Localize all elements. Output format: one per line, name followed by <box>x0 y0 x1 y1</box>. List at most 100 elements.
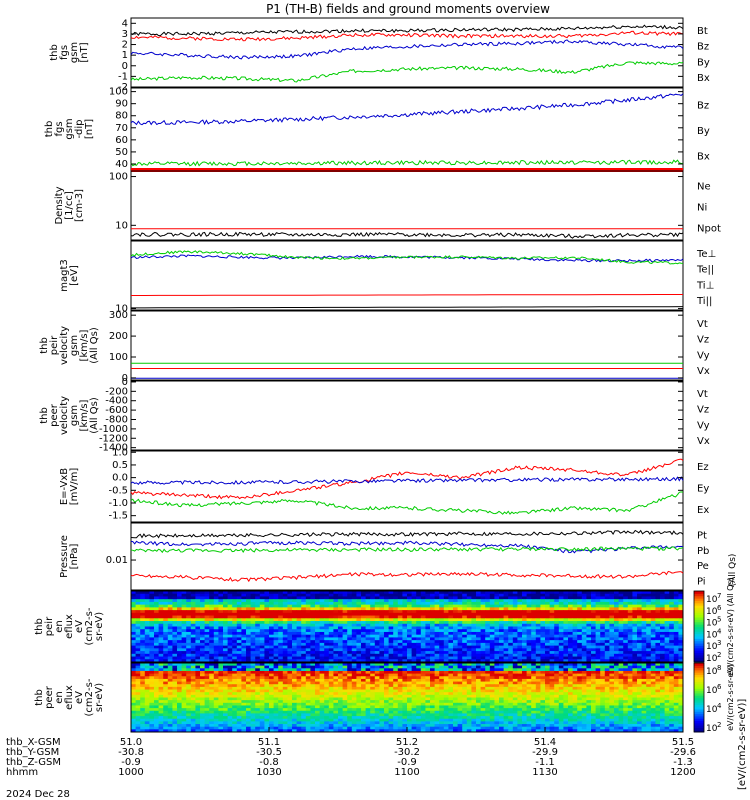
heatmap-cell <box>402 670 408 675</box>
heatmap-cell <box>632 591 638 595</box>
heatmap-cell <box>623 694 629 698</box>
heatmap-cell <box>167 684 173 688</box>
heatmap-cell <box>365 610 371 614</box>
heatmap-cell <box>531 684 537 688</box>
heatmap-cell <box>264 673 270 677</box>
heatmap-cell <box>623 612 629 616</box>
heatmap-cell <box>305 697 311 701</box>
heatmap-cell <box>641 659 647 663</box>
heatmap-cell <box>232 681 238 685</box>
heatmap-cell <box>351 601 357 606</box>
heatmap-cell <box>416 621 422 625</box>
heatmap-cell <box>158 668 164 672</box>
heatmap-cell <box>310 612 316 616</box>
heatmap-cell <box>425 610 431 614</box>
heatmap-cell <box>204 648 210 652</box>
heatmap-cell <box>503 689 509 693</box>
heatmap-cell <box>397 651 403 655</box>
heatmap-cell <box>384 612 389 616</box>
heatmap-cell <box>282 694 288 698</box>
heatmap-cell <box>232 640 238 644</box>
heatmap-cell <box>563 648 569 652</box>
heatmap-cell <box>563 668 569 672</box>
heatmap-cell <box>167 623 173 627</box>
heatmap-cell <box>407 640 412 644</box>
heatmap-cell <box>250 601 256 606</box>
heatmap-cell <box>319 684 325 688</box>
heatmap-cell <box>324 694 330 698</box>
heatmap-cell <box>154 591 159 595</box>
heatmap-cell <box>558 593 564 597</box>
heatmap-cell <box>453 678 458 682</box>
heatmap-cell <box>374 651 380 655</box>
heatmap-cell <box>434 694 440 698</box>
heatmap-cell <box>494 637 500 641</box>
heatmap-cell <box>241 692 247 696</box>
heatmap-cell <box>149 596 155 600</box>
heatmap-cell <box>292 648 297 652</box>
heatmap-cell <box>379 623 385 627</box>
heatmap-cell <box>466 673 472 677</box>
heatmap-cell <box>549 665 555 669</box>
heatmap-cell <box>149 678 155 682</box>
heatmap-cell <box>434 659 440 663</box>
heatmap-cell <box>347 596 353 600</box>
heatmap-cell <box>517 591 523 595</box>
heatmap-cell <box>241 621 247 625</box>
heatmap-cell <box>338 626 343 630</box>
heatmap-cell <box>545 626 550 630</box>
heatmap-cell <box>604 663 610 667</box>
heatmap-cell <box>342 623 348 627</box>
heatmap-cell <box>416 618 422 622</box>
heatmap-cell <box>402 676 408 680</box>
heatmap-cell <box>535 684 541 688</box>
heatmap-cell <box>407 645 412 649</box>
heatmap-cell <box>273 618 279 622</box>
heatmap-cell <box>572 642 578 647</box>
heatmap-cell <box>581 694 587 698</box>
heatmap-cell <box>407 642 412 647</box>
heatmap-cell <box>554 621 560 625</box>
heatmap-cell <box>614 637 619 641</box>
heatmap-cell <box>508 621 514 625</box>
heatmap-cell <box>177 678 182 682</box>
heatmap-cell <box>618 640 624 644</box>
heatmap-cell <box>453 659 458 663</box>
heatmap-cell <box>333 651 339 655</box>
heatmap-cell <box>420 623 426 627</box>
heatmap-cell <box>517 694 523 698</box>
heatmap-cell <box>480 651 486 655</box>
heatmap-cell <box>600 684 606 688</box>
heatmap-cell <box>641 599 647 603</box>
heatmap-cell <box>646 642 652 647</box>
heatmap-cell <box>158 601 164 606</box>
heatmap-cell <box>425 615 431 619</box>
heatmap-cell <box>673 673 679 677</box>
heatmap-cell <box>172 637 178 641</box>
heatmap-cell <box>402 678 408 682</box>
heatmap-cell <box>512 678 518 682</box>
heatmap-cell <box>462 681 468 685</box>
heatmap-cell <box>292 593 297 597</box>
heatmap-cell <box>480 634 486 638</box>
heatmap-cell <box>301 692 307 696</box>
heatmap-cell <box>397 653 403 657</box>
heatmap-cell <box>218 612 224 616</box>
heatmap-cell <box>425 593 431 597</box>
heatmap-cell <box>338 697 343 701</box>
heatmap-cell <box>476 673 481 677</box>
heatmap-cell <box>453 670 458 675</box>
heatmap-cell <box>163 686 169 690</box>
heatmap-cell <box>384 599 389 603</box>
heatmap-cell <box>301 648 307 652</box>
heatmap-cell <box>305 591 311 595</box>
heatmap-cell <box>158 607 164 611</box>
heatmap-cell <box>140 692 146 696</box>
heatmap-cell <box>489 684 495 688</box>
heatmap-cell <box>646 686 652 690</box>
heatmap-cell <box>545 651 550 655</box>
heatmap-cell <box>347 601 353 606</box>
heatmap-cell <box>434 623 440 627</box>
heatmap-cell <box>466 634 472 638</box>
heatmap-cell <box>190 673 196 677</box>
